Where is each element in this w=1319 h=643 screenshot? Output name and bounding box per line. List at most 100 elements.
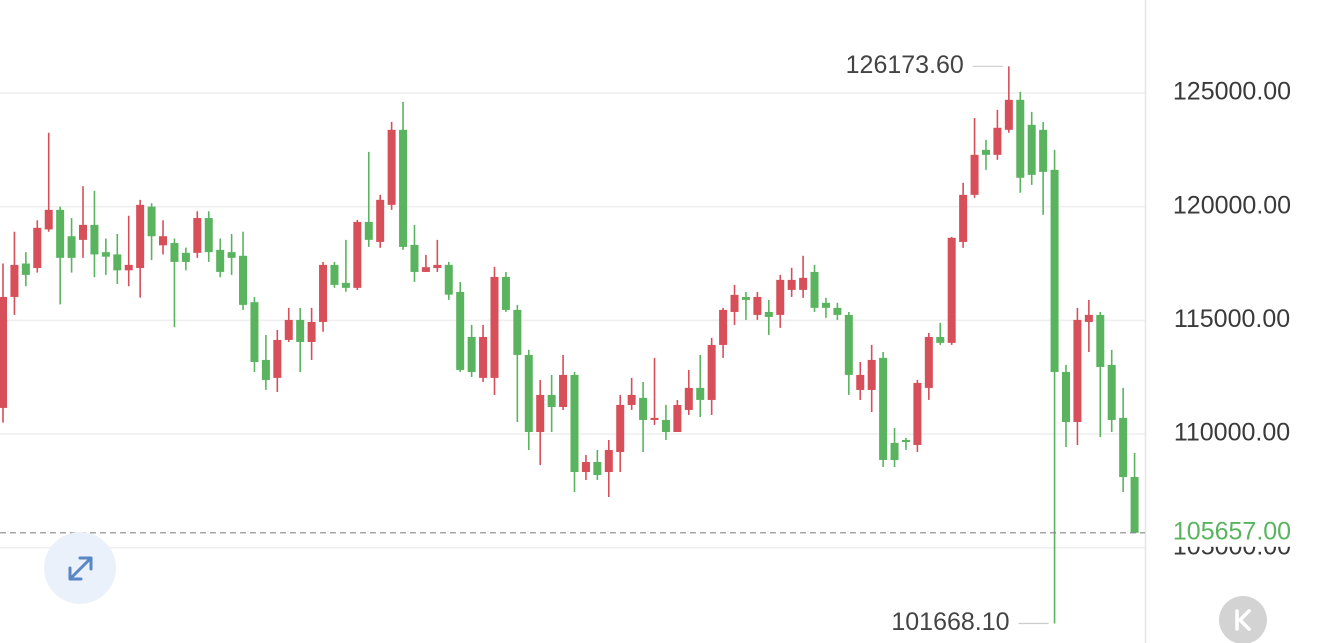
candle-body: [513, 309, 522, 355]
candle-body: [764, 311, 773, 317]
candle-body: [810, 271, 819, 308]
candle-body: [1084, 314, 1093, 322]
candle-body: [1096, 314, 1105, 367]
candle-body: [959, 194, 968, 242]
candle-body: [673, 404, 682, 433]
candle-body: [1061, 371, 1070, 422]
y-tick-label: 125000.00: [1173, 78, 1291, 106]
candle-body: [433, 264, 442, 269]
candle-body: [536, 394, 545, 433]
kline-icon: [1235, 609, 1251, 631]
candle-body: [273, 339, 282, 378]
candle-body: [204, 218, 213, 253]
candle-body: [307, 321, 316, 342]
last-price-label: 105657.00: [1173, 517, 1291, 545]
high-label: 126173.60: [846, 51, 964, 79]
candle-body: [970, 154, 979, 195]
candle-body: [67, 236, 76, 258]
candle-body: [421, 267, 430, 272]
kline-button[interactable]: [1219, 596, 1267, 643]
candle-body: [1016, 99, 1025, 178]
candle-body: [101, 252, 110, 257]
candle-body: [21, 263, 30, 275]
candle-body: [136, 204, 145, 269]
candle-body: [696, 387, 705, 400]
candle-body: [147, 206, 156, 237]
candle-body: [547, 394, 556, 407]
expand-icon: [68, 556, 93, 581]
candle-body: [593, 462, 602, 475]
candle-body: [44, 209, 53, 230]
candle-body: [776, 279, 785, 315]
expand-button[interactable]: [44, 532, 116, 604]
candle-body: [650, 417, 659, 420]
candle-body: [856, 374, 865, 390]
candle-body: [33, 227, 42, 269]
candle-body: [741, 296, 750, 300]
candle-body: [604, 449, 613, 473]
candle-body: [56, 209, 65, 258]
candle-body: [570, 374, 579, 473]
candle-body: [924, 336, 933, 388]
candle-body: [490, 276, 499, 378]
candle-body: [501, 276, 510, 310]
candle-body: [284, 319, 293, 340]
candle-body: [330, 264, 339, 285]
candles: [0, 66, 1139, 624]
candle-body: [844, 314, 853, 375]
candle-body: [821, 302, 830, 308]
y-tick-label: 115000.00: [1174, 305, 1290, 333]
candle-body: [719, 309, 728, 345]
last-price-bg: [1147, 518, 1319, 547]
candle-body: [993, 127, 1002, 155]
candle-body: [1050, 169, 1059, 372]
candle-body: [341, 282, 350, 288]
candle-body: [707, 344, 716, 400]
candle-body: [296, 319, 305, 342]
candle-body: [753, 296, 762, 315]
annotations: 105657.00 126173.60 101668.10: [0, 51, 1319, 636]
candle-body: [627, 394, 636, 405]
candle-body: [113, 254, 122, 271]
candle-body: [684, 387, 693, 410]
candle-body: [376, 199, 385, 242]
candle-body: [890, 442, 899, 460]
y-tick-label: 110000.00: [1174, 419, 1290, 447]
candle-body: [1119, 417, 1128, 478]
candle-body: [467, 336, 476, 372]
candle-body: [410, 244, 419, 272]
candle-body: [79, 224, 88, 240]
candle-body: [159, 236, 168, 246]
candle-body: [867, 359, 876, 390]
candle-body: [250, 302, 259, 362]
candle-body: [1107, 364, 1116, 420]
candle-body: [1039, 129, 1048, 172]
candle-body: [399, 129, 408, 247]
candle-body: [559, 374, 568, 407]
candle-body: [901, 439, 910, 443]
candle-body: [387, 129, 396, 205]
candle-body: [661, 419, 670, 433]
y-tick-label: 120000.00: [1173, 191, 1291, 219]
candle-body: [947, 237, 956, 343]
candle-body: [879, 357, 888, 460]
candle-body: [193, 218, 202, 253]
candle-body: [1027, 124, 1036, 175]
candle-body: [524, 354, 533, 433]
candle-body: [0, 296, 7, 408]
candle-body: [216, 249, 225, 272]
candle-body: [1073, 319, 1082, 422]
kline-button-bg[interactable]: [1219, 596, 1267, 643]
low-label: 101668.10: [891, 608, 1009, 636]
candle-body: [239, 255, 248, 305]
candle-body: [479, 336, 488, 378]
candle-body: [227, 252, 236, 258]
candle-body: [170, 243, 179, 262]
candle-body: [936, 336, 945, 343]
candle-body: [833, 307, 842, 315]
candle-body: [353, 221, 362, 288]
candle-body: [787, 279, 796, 290]
candle-body: [261, 359, 270, 380]
candle-body: [913, 382, 922, 445]
